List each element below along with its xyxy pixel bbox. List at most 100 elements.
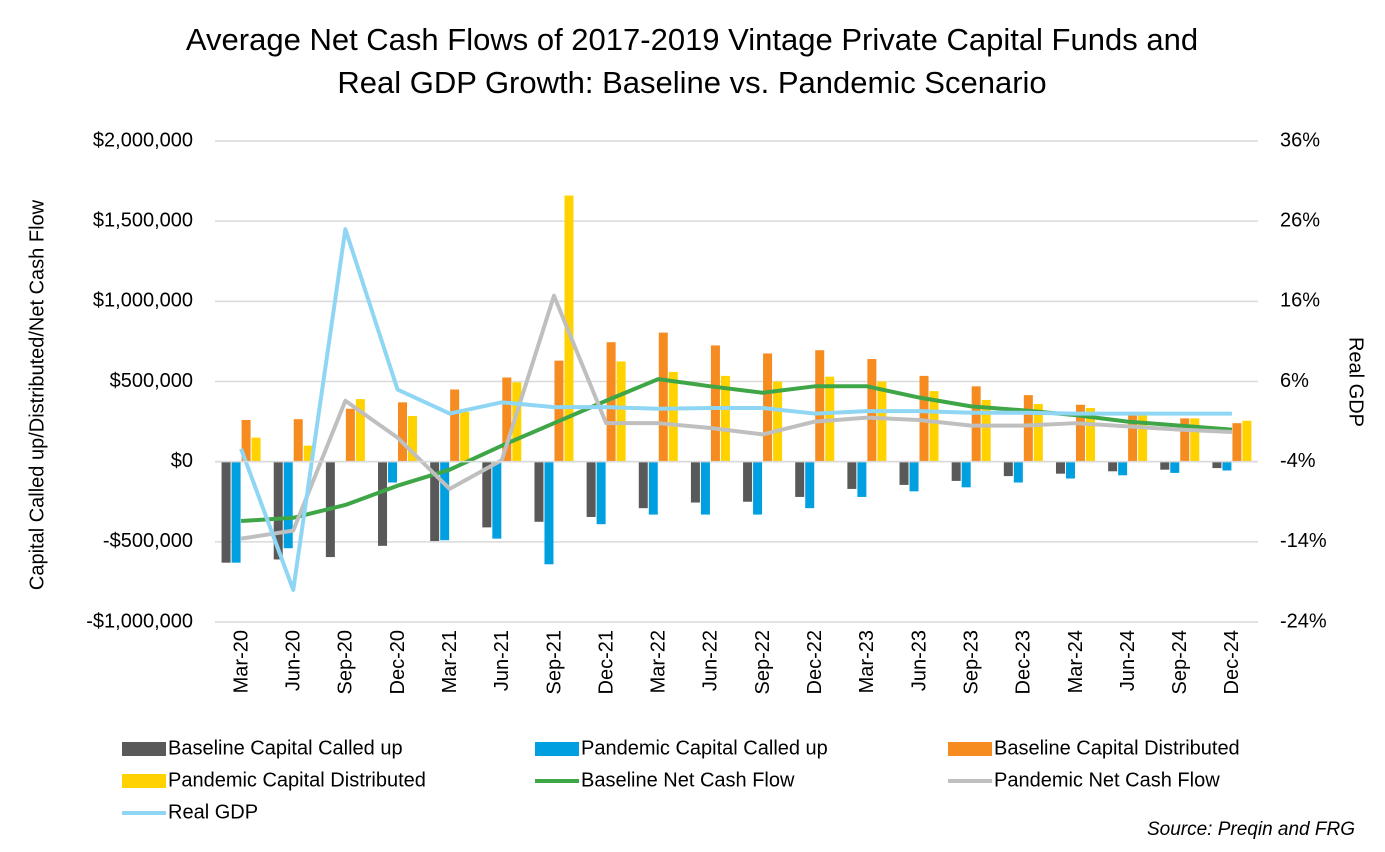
y2-axis-title: Real GDP bbox=[1345, 337, 1367, 427]
bar bbox=[700, 461, 710, 515]
bar bbox=[743, 461, 753, 502]
bar bbox=[586, 461, 596, 517]
bar bbox=[1108, 461, 1118, 472]
x-tick-label: Dec-21 bbox=[595, 630, 617, 694]
bar bbox=[981, 399, 991, 462]
bar bbox=[241, 419, 251, 462]
x-tick-label: Jun-20 bbox=[283, 630, 305, 691]
x-tick-label: Dec-22 bbox=[804, 630, 826, 694]
bar bbox=[1190, 418, 1200, 462]
y2-tick-label: -24% bbox=[1280, 610, 1327, 632]
bar bbox=[847, 461, 857, 489]
bar bbox=[378, 461, 388, 546]
y-axis-title: Capital Called up/Distributed/Net Cash F… bbox=[26, 199, 48, 590]
y-tick-label: $1,500,000 bbox=[93, 209, 193, 231]
bar bbox=[283, 461, 293, 549]
bar bbox=[616, 361, 626, 462]
x-tick-label: Sep-22 bbox=[752, 630, 774, 695]
x-tick-label: Sep-23 bbox=[960, 630, 982, 695]
bar bbox=[961, 461, 971, 488]
bar bbox=[606, 342, 616, 462]
y2-tick-label: -14% bbox=[1280, 530, 1327, 552]
bar bbox=[1170, 461, 1180, 473]
bar bbox=[596, 461, 606, 525]
bar bbox=[773, 381, 783, 462]
bar bbox=[408, 415, 418, 462]
x-tick-label: Sep-24 bbox=[1169, 630, 1191, 695]
legend-swatch bbox=[122, 774, 166, 788]
legend-label: Baseline Capital Called up bbox=[168, 737, 403, 759]
bar bbox=[1160, 461, 1170, 470]
x-tick-label: Sep-21 bbox=[543, 630, 565, 695]
bar bbox=[710, 345, 720, 462]
x-tick-label: Mar-24 bbox=[1065, 630, 1087, 693]
bar bbox=[815, 350, 825, 462]
bar bbox=[929, 391, 939, 462]
x-tick-label: Dec-24 bbox=[1221, 630, 1243, 694]
y2-tick-label: 16% bbox=[1280, 290, 1320, 312]
x-tick-label: Dec-20 bbox=[387, 630, 409, 694]
bar bbox=[512, 382, 522, 462]
bar bbox=[482, 461, 492, 528]
bar bbox=[1013, 461, 1023, 483]
line bbox=[239, 227, 1232, 592]
bar bbox=[355, 399, 365, 462]
y2-tick-label: -4% bbox=[1280, 450, 1316, 472]
bar bbox=[388, 461, 398, 483]
chart-title: Average Net Cash Flows of 2017-2019 Vint… bbox=[186, 22, 1198, 57]
bar bbox=[1003, 461, 1013, 477]
y-tick-label: $2,000,000 bbox=[93, 129, 193, 151]
bar bbox=[1118, 461, 1128, 476]
legend-swatch bbox=[122, 742, 166, 756]
y-tick-label: -$1,000,000 bbox=[86, 610, 193, 632]
bar bbox=[909, 461, 919, 492]
bar bbox=[231, 461, 241, 563]
legend-swatch bbox=[948, 742, 992, 756]
bar bbox=[398, 402, 408, 462]
bar bbox=[450, 389, 460, 462]
bar bbox=[1023, 395, 1033, 462]
bar bbox=[440, 461, 450, 541]
bar bbox=[345, 408, 355, 462]
bar bbox=[1085, 407, 1095, 462]
bar bbox=[1033, 403, 1043, 462]
bar bbox=[534, 461, 544, 522]
x-tick-label: Mar-22 bbox=[648, 630, 670, 693]
y2-tick-label: 36% bbox=[1280, 129, 1320, 151]
bar bbox=[857, 461, 867, 497]
x-tick-label: Mar-20 bbox=[230, 630, 252, 693]
bar bbox=[1232, 423, 1242, 462]
bar bbox=[1212, 461, 1222, 469]
bar bbox=[668, 371, 678, 462]
y-tick-label: $1,000,000 bbox=[93, 290, 193, 312]
bar bbox=[303, 445, 313, 462]
x-tick-label: Jun-23 bbox=[908, 630, 930, 691]
x-tick-label: Dec-23 bbox=[1013, 630, 1035, 694]
bar bbox=[492, 461, 502, 539]
x-tick-label: Sep-20 bbox=[335, 630, 357, 695]
bar bbox=[805, 461, 815, 509]
legend-label: Baseline Net Cash Flow bbox=[581, 769, 795, 791]
legend-swatch bbox=[535, 742, 579, 756]
bar bbox=[795, 461, 805, 497]
source-note: Source: Preqin and FRG bbox=[1147, 819, 1355, 840]
legend-label: Pandemic Net Cash Flow bbox=[994, 769, 1220, 791]
legend-label: Pandemic Capital Distributed bbox=[168, 769, 426, 791]
x-tick-label: Jun-22 bbox=[700, 630, 722, 691]
bar bbox=[720, 375, 730, 462]
x-tick-label: Jun-24 bbox=[1117, 630, 1139, 691]
bar bbox=[293, 419, 303, 462]
y-tick-label: $500,000 bbox=[110, 370, 193, 392]
bar bbox=[273, 461, 283, 560]
y-tick-label: -$500,000 bbox=[103, 530, 193, 552]
bar bbox=[690, 461, 700, 503]
bar bbox=[1055, 461, 1065, 474]
legend-label: Pandemic Capital Called up bbox=[581, 737, 828, 759]
bar bbox=[1138, 415, 1148, 462]
bar bbox=[251, 437, 261, 462]
bar bbox=[638, 461, 648, 509]
bar bbox=[899, 461, 909, 485]
x-tick-label: Jun-21 bbox=[491, 630, 513, 691]
bar bbox=[1075, 404, 1085, 462]
